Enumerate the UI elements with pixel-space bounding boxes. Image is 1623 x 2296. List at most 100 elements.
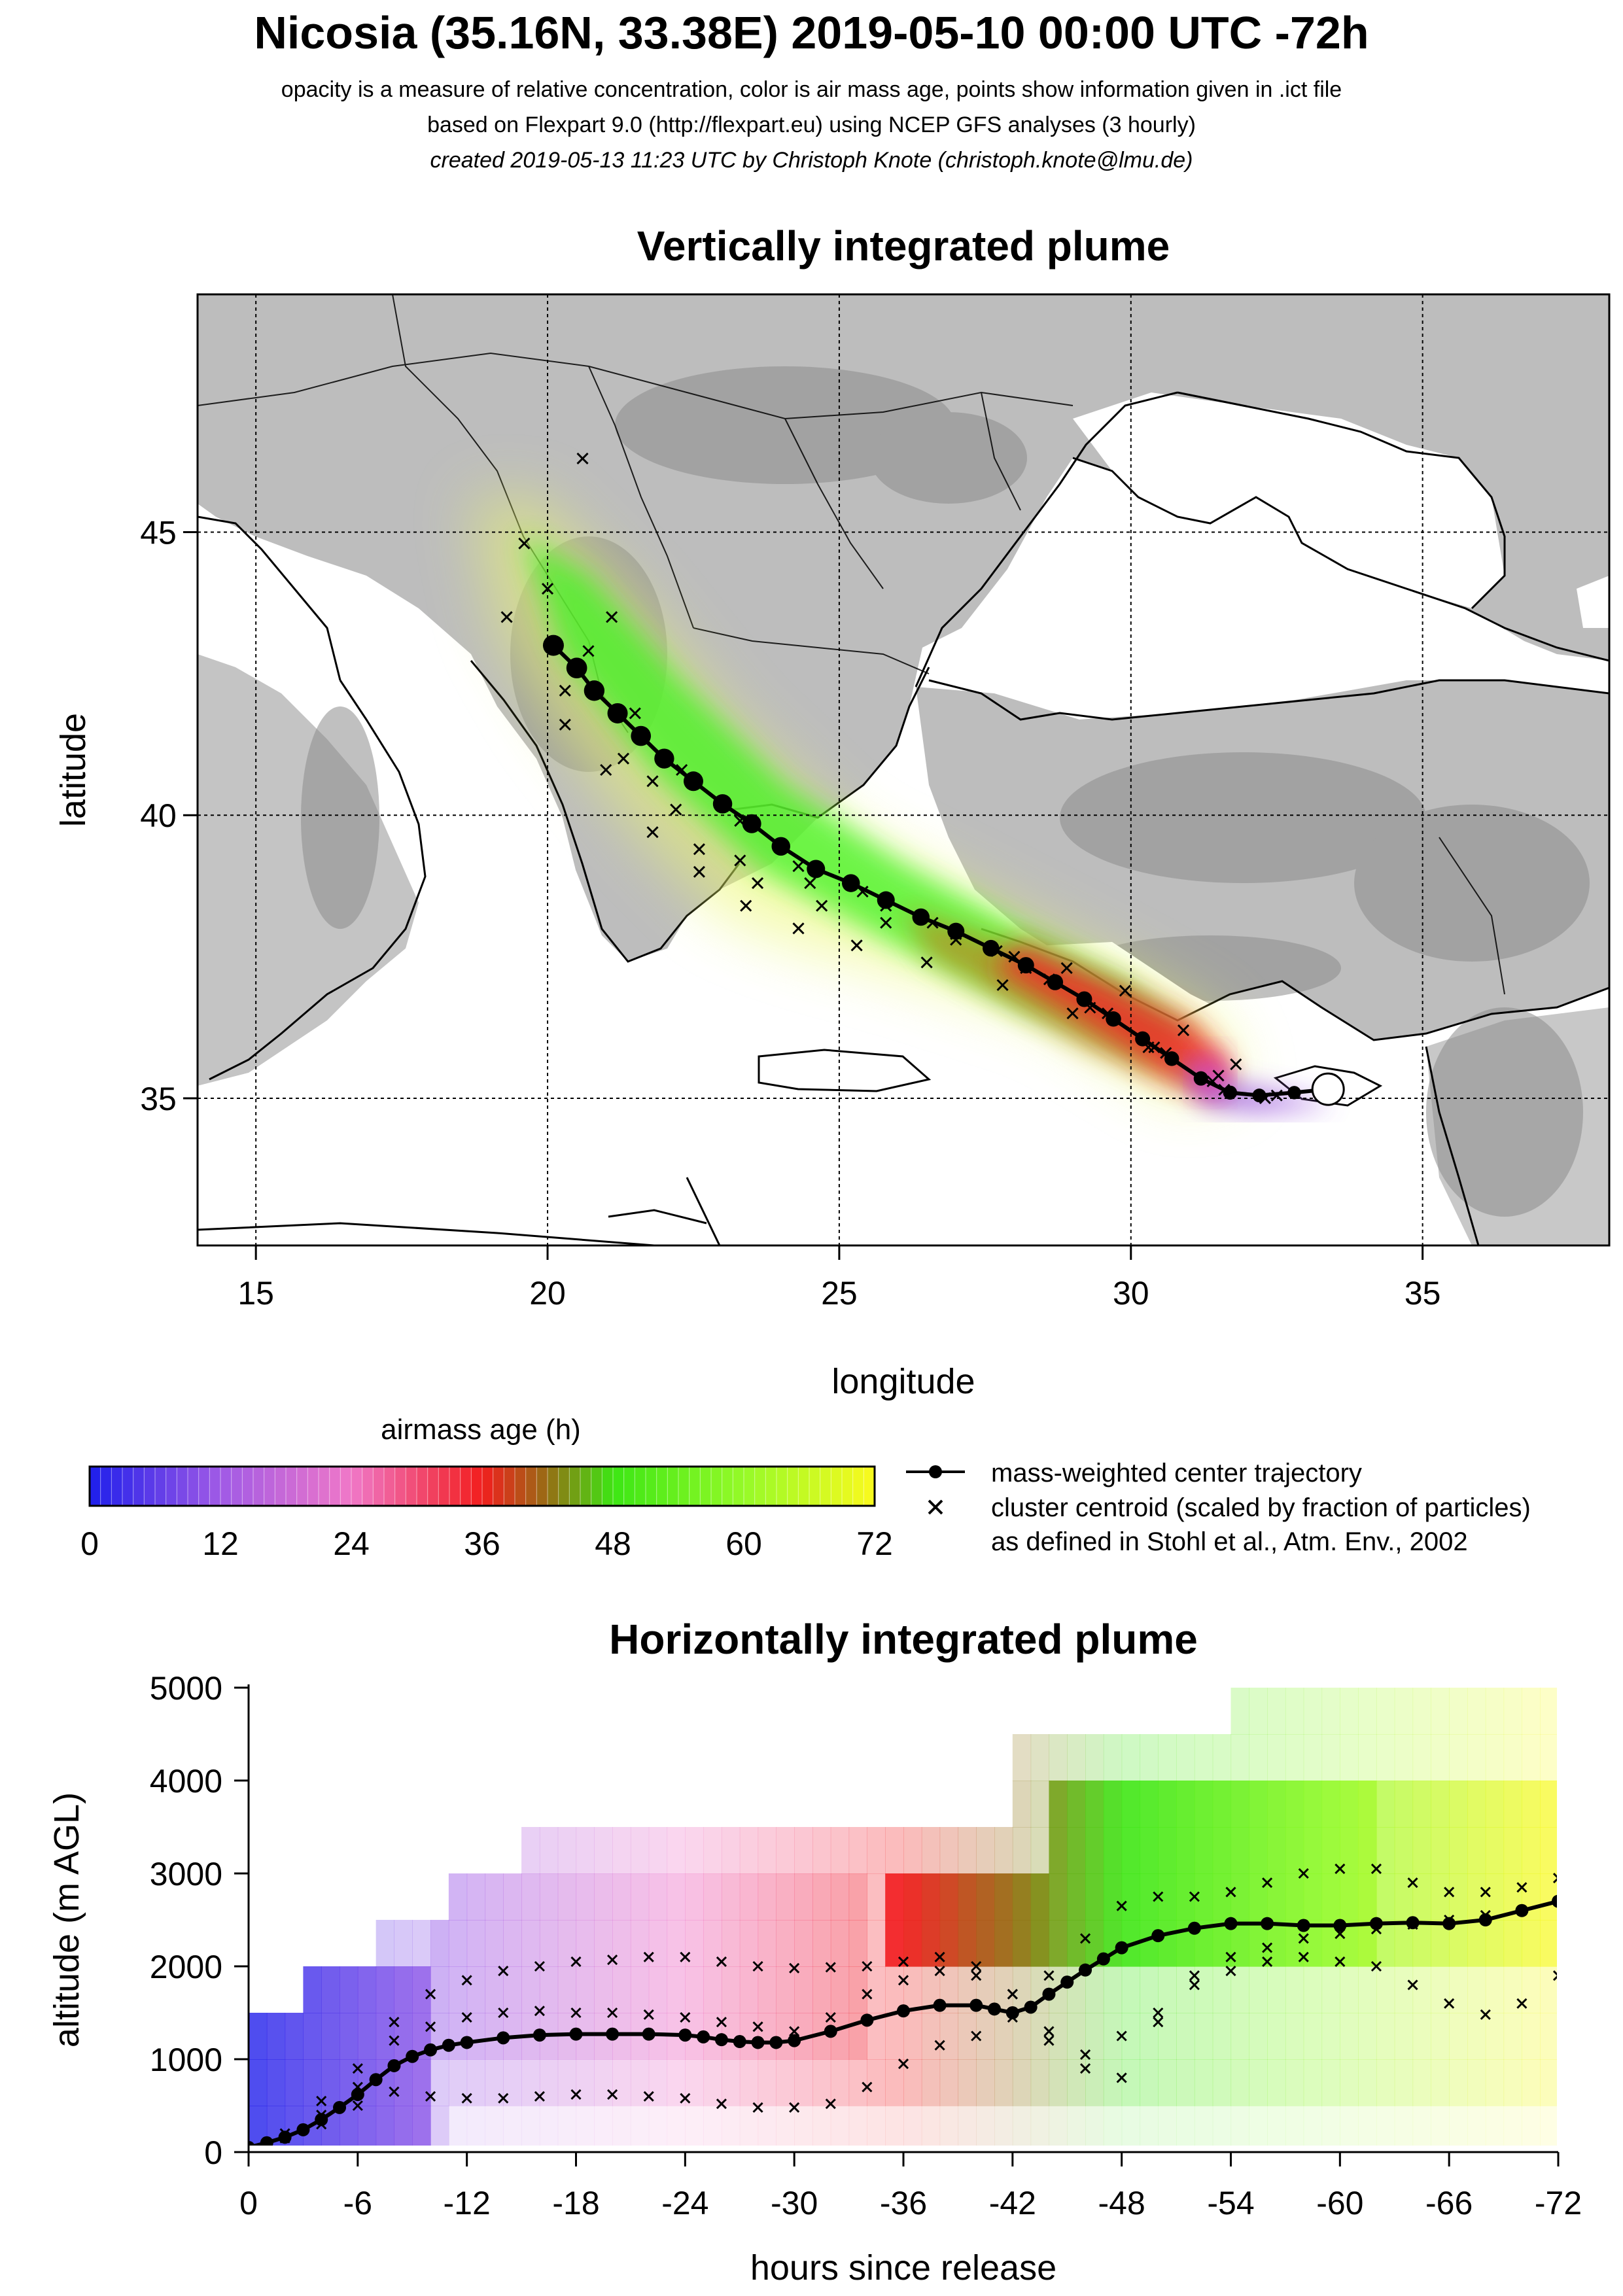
altitude-plume-cell: [1285, 1966, 1304, 2013]
altitude-plume-cell: [739, 2059, 759, 2106]
altitude-plume-cell: [448, 1873, 468, 1921]
map-trajectory-point: [983, 939, 1000, 957]
altitude-plume-cell: [1467, 1920, 1486, 1967]
altitude-plume-cell: [994, 1827, 1013, 1874]
map-cluster-marker: [600, 763, 612, 776]
altitude-plume-cell: [848, 1966, 867, 2013]
altitude-plume-cell: [867, 2059, 886, 2106]
colorbar-swatch: [689, 1466, 701, 1506]
altitude-plume-cell: [903, 1827, 922, 1874]
altitude-cluster-marker: [425, 1989, 436, 2000]
altitude-trajectory-point: [497, 2031, 510, 2045]
colorbar-swatch: [765, 1466, 778, 1506]
altitude-plume-cell: [1412, 2059, 1431, 2106]
altitude-plume-cell: [667, 2059, 686, 2106]
map-trajectory-point: [584, 680, 605, 701]
altitude-x-tick-label: -54: [1207, 2185, 1254, 2221]
colorbar-tick-label: 48: [595, 1525, 631, 1562]
map-trajectory-point: [712, 794, 733, 814]
altitude-trajectory-point: [460, 2036, 474, 2049]
colorbar-swatch: [122, 1466, 134, 1506]
altitude-cluster-marker: [1516, 1998, 1527, 2009]
map-center-trajectory: [542, 635, 1335, 1103]
altitude-plume-cell: [976, 1827, 995, 1874]
altitude-plume-cell: [1522, 1688, 1541, 1735]
altitude-plume-cell: [630, 1827, 650, 1874]
colorbar-swatch: [797, 1466, 811, 1506]
colorbar-swatch: [405, 1466, 418, 1506]
altitude-plume-cell: [539, 1920, 559, 1967]
altitude-plume-cell: [921, 1827, 941, 1874]
altitude-plume-cell: [685, 2059, 704, 2106]
altitude-trajectory-point: [897, 2004, 910, 2018]
altitude-plume-cell: [1340, 2013, 1359, 2060]
map-trajectory-point: [771, 837, 790, 856]
colorbar-swatch: [470, 1466, 483, 1506]
altitude-plume-cell: [1049, 2059, 1068, 2106]
altitude-plume-cell: [1230, 1734, 1249, 1781]
altitude-plume-cell: [1249, 2059, 1268, 2106]
altitude-plume-cell: [539, 2106, 559, 2146]
altitude-plume-cell: [1358, 1966, 1377, 2013]
altitude-trajectory-point: [1224, 1917, 1238, 1930]
altitude-plume-cell: [1540, 1966, 1557, 2013]
altitude-plume-cell: [303, 1966, 322, 2013]
altitude-plume-cell: [448, 1920, 468, 1967]
colorbar-swatch: [394, 1466, 407, 1506]
altitude-plume-cell: [1503, 1920, 1522, 1967]
map-x-axis: 15 20 25 30 35: [237, 1245, 1440, 1312]
altitude-y-tick-label: 5000: [150, 1670, 222, 1707]
altitude-cluster-marker: [1262, 1877, 1273, 1888]
altitude-plume-cell: [776, 1920, 795, 1967]
altitude-plume-cell: [1030, 1734, 1050, 1781]
altitude-plume-cell: [830, 2106, 850, 2146]
altitude-cluster-marker: [716, 2098, 727, 2110]
altitude-plume-cell: [576, 1873, 595, 1921]
altitude-cluster-marker: [898, 1975, 909, 1986]
altitude-y-axis-label: altitude (m AGL): [47, 1792, 86, 2047]
altitude-plume-cell: [812, 2106, 831, 2146]
altitude-cluster-marker: [752, 2021, 763, 2032]
altitude-plume-cell: [1485, 1781, 1505, 1828]
altitude-plume-cell: [1176, 1873, 1195, 1921]
colorbar-swatch: [503, 1466, 516, 1506]
colorbar-swatch: [536, 1466, 549, 1506]
altitude-plume-cell: [739, 1873, 759, 1921]
map-y-tick-label: 35: [140, 1081, 177, 1117]
altitude-plume-cell: [994, 2059, 1013, 2106]
altitude-plume-cell: [1303, 1781, 1323, 1828]
map-trajectory-point: [631, 725, 652, 746]
altitude-plume-cell: [1103, 1873, 1123, 1921]
altitude-cluster-marker: [1370, 1863, 1382, 1874]
subtitle-line-1: opacity is a measure of relative concent…: [281, 77, 1342, 102]
altitude-trajectory-point: [1060, 1975, 1074, 1989]
altitude-plume-cell: [776, 1873, 795, 1921]
colorbar-swatch: [645, 1466, 657, 1506]
altitude-plume-cell: [1285, 2106, 1304, 2146]
altitude-plume-cell: [539, 1966, 559, 2013]
altitude-plume-cell: [612, 1827, 631, 1874]
altitude-plume-cell: [1358, 2106, 1377, 2146]
legend-dot-symbol: [929, 1465, 942, 1478]
altitude-plume-cell: [1412, 2106, 1431, 2146]
altitude-x-tick-label: -36: [880, 2185, 927, 2221]
altitude-plume-cell: [758, 2106, 777, 2146]
colorbar-swatch: [154, 1466, 167, 1506]
altitude-plume-cell: [1449, 2013, 1468, 2060]
altitude-x-tick-label: -18: [552, 2185, 599, 2221]
altitude-plume-cell: [1012, 1781, 1032, 1828]
altitude-plume-cell: [1522, 1781, 1541, 1828]
colorbar-swatch: [285, 1466, 298, 1506]
altitude-plume-cell: [685, 1873, 704, 1921]
map-trajectory-point: [1223, 1085, 1238, 1100]
map-trajectory-point: [1076, 991, 1092, 1007]
altitude-plume-cell: [1249, 1827, 1268, 1874]
altitude-plume-cell: [521, 1966, 540, 2013]
altitude-plume-cell: [576, 2059, 595, 2106]
altitude-plume-cell: [939, 1873, 959, 1921]
altitude-trajectory-point: [1096, 1952, 1110, 1966]
colorbar-swatch: [580, 1466, 592, 1506]
altitude-plume-cell: [394, 1966, 413, 2013]
altitude-plume-cell: [1340, 1734, 1359, 1781]
colorbar-swatch: [525, 1466, 538, 1506]
